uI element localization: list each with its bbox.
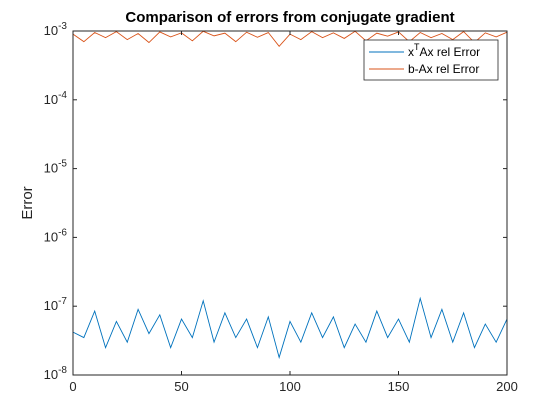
x-tick-label: 150 xyxy=(388,379,410,394)
legend-box xyxy=(363,39,499,81)
x-tick-label: 200 xyxy=(496,379,518,394)
y-axis-title: Error xyxy=(19,186,36,219)
plot-area xyxy=(73,31,507,375)
ticks-layer: 0 50 100 150 200 10-8 10-7 10-6 10-5 10-4 10-3 xyxy=(44,21,518,394)
legend: xTAx rel Error b-Ax rel Error xyxy=(363,39,499,81)
x-tick-label: 100 xyxy=(279,379,301,394)
y-tick-label: 10-3 xyxy=(44,21,68,38)
legend-label-2: b-Ax rel Error xyxy=(408,62,479,76)
y-tick-label: 10-7 xyxy=(44,296,68,313)
y-tick-label: 10-6 xyxy=(44,227,68,244)
x-tick-label: 0 xyxy=(69,379,76,394)
legend-label-1: xTAx rel Error xyxy=(408,42,480,59)
x-tick-label: 50 xyxy=(174,379,188,394)
y-tick-label: 10-5 xyxy=(44,159,68,176)
series-line-1 xyxy=(72,296,508,360)
y-tick-label: 10-8 xyxy=(44,365,68,382)
chart-title: Comparison of errors from conjugate grad… xyxy=(125,9,454,26)
y-tick-label: 10-4 xyxy=(44,90,68,107)
